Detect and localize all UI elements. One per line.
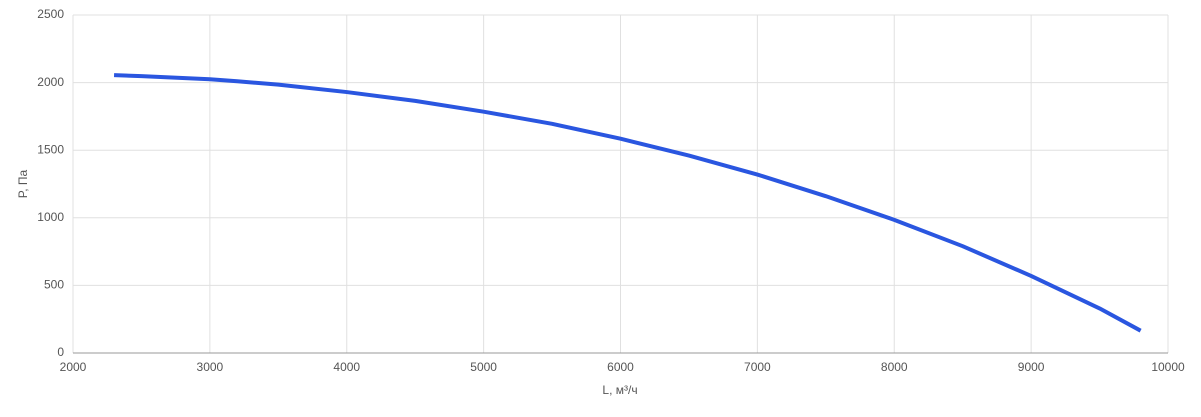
x-tick-label: 3000 [197,360,224,374]
y-tick-label: 1000 [37,210,64,224]
x-tick-label: 2000 [60,360,87,374]
x-tick-label: 5000 [470,360,497,374]
x-tick-label: 7000 [744,360,771,374]
line [113,73,1142,333]
x-tick-label: 8000 [881,360,908,374]
y-tick-label: 2500 [37,7,64,21]
y-tick-label: 0 [57,345,64,359]
x-tick-label: 6000 [607,360,634,374]
y-axis-label: P, Па [16,169,30,198]
x-tick-label: 4000 [333,360,360,374]
y-tick-label: 500 [44,278,64,292]
y-tick-label: 2000 [37,75,64,89]
x-tick-label: 10000 [1151,360,1185,374]
y-tick-label: 1500 [37,142,64,156]
x-tick-label: 9000 [1018,360,1045,374]
x-axis-label: L, м³/ч [602,383,637,397]
